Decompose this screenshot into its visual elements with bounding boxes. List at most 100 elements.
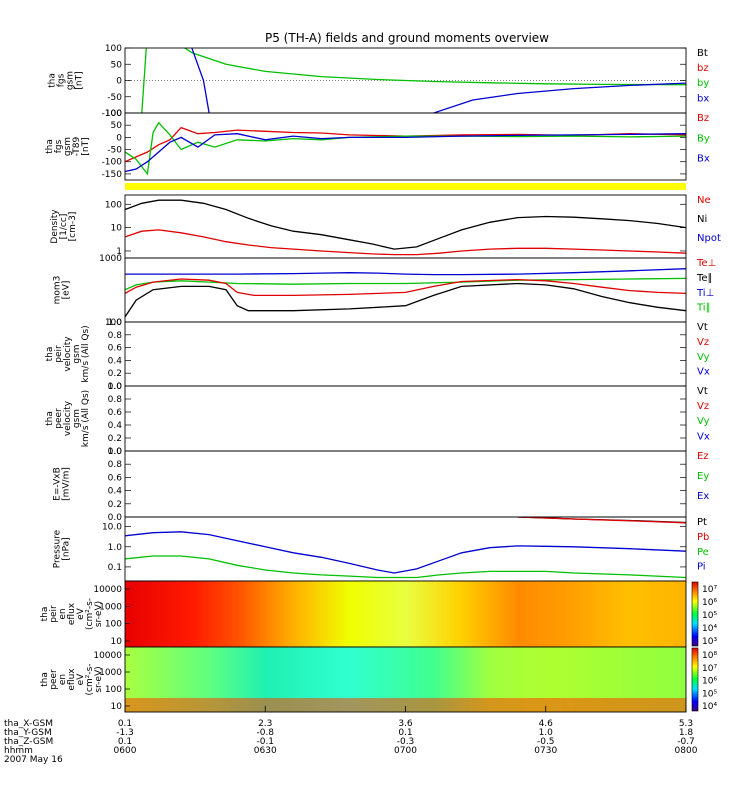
x-tick-label: 1.8 xyxy=(679,728,694,738)
y-tick-label: 10.0 xyxy=(102,523,122,533)
legend-item: Vz xyxy=(697,337,709,348)
y-tick-label: 1.0 xyxy=(108,543,123,553)
y-axis-label: mom3 xyxy=(53,276,63,305)
legend-item: Ti⊥ xyxy=(696,288,714,299)
y-axis-label: eflux xyxy=(67,668,77,691)
x-tick-label: -0.7 xyxy=(677,737,695,747)
y-axis-label: [nPa] xyxy=(62,537,72,560)
y-axis-label: en xyxy=(58,608,68,619)
colorbar-tick: 10⁵ xyxy=(702,689,717,699)
colorbar-tick: 10³ xyxy=(702,637,717,647)
y-axis-label: E=-VxB xyxy=(53,467,63,501)
x-tick-label: 5.3 xyxy=(679,719,693,729)
panel-3: 100 10 1 Density [1/cc] [cm-3] Ne Ni Npot xyxy=(50,194,721,259)
y-tick-label: 10000 xyxy=(93,585,122,595)
legend-item: bx xyxy=(697,93,709,104)
y-axis-label: tha xyxy=(48,73,58,88)
y-axis-label: (cm²-s- xyxy=(85,663,95,695)
legend-item: Pe xyxy=(697,547,709,558)
panel-frame xyxy=(124,450,687,518)
time-axis-row-label: 2007 May 16 xyxy=(4,755,63,765)
series-Ne xyxy=(125,229,686,256)
colorbar-tick: 10⁴ xyxy=(702,702,717,712)
series-Te⊥ xyxy=(125,278,686,297)
time-axis-row-label: tha_Z-GSM xyxy=(4,737,53,747)
x-tick-label: -0.5 xyxy=(537,737,555,747)
y-tick-label: 1000 xyxy=(99,668,122,678)
panel-frame xyxy=(124,112,687,181)
time-axis-row-label: hhmm xyxy=(4,746,33,756)
y-axis-label: peir xyxy=(49,605,59,623)
panel-9: 10⁷ 10⁶ 10⁵ 10⁴ 10³ 10000 1000 100 10 tha peir en ef… xyxy=(40,580,717,648)
series-group xyxy=(141,48,686,113)
y-axis-label: tha xyxy=(45,347,55,362)
y-tick-label: 100 xyxy=(105,109,122,119)
y-tick-label: 1.0 xyxy=(108,447,123,457)
y-tick-label: 10 xyxy=(111,224,123,234)
y-tick-label: 0.8 xyxy=(108,395,123,405)
panel-4: 1000 100 mom3 [eV] Te⊥ Te∥ Ti⊥ Ti∥ xyxy=(53,254,717,328)
y-tick-label: 0.1 xyxy=(108,563,122,573)
y-tick-label: 100 xyxy=(105,200,122,210)
series-group xyxy=(125,121,686,176)
y-axis-label: Density xyxy=(50,209,60,244)
y-axis-label: [1/cc] xyxy=(59,214,69,240)
y-tick-label: 10000 xyxy=(93,651,122,661)
series-By xyxy=(125,121,686,176)
x-tick-label: 0.1 xyxy=(398,728,412,738)
figure-title: P5 (TH-A) fields and ground moments over… xyxy=(265,31,549,45)
y-axis-label: gsm xyxy=(72,344,82,363)
y-tick-label: 100 xyxy=(105,44,122,54)
time-axis: 0.1-1.30.106002.3-0.8-0.106303.60.1-0.30… xyxy=(4,706,698,765)
legend-item: by xyxy=(697,78,709,89)
panel-6: 1.0 0.8 0.6 0.4 0.2 0.0 tha peer velocity gsm km/s… xyxy=(45,382,710,457)
legend-item: Bz xyxy=(697,113,709,124)
legend-item: Pt xyxy=(697,517,707,528)
y-axis-label: gsm xyxy=(63,137,73,156)
y-axis-label: en xyxy=(58,674,68,685)
colorbar-tick: 10⁸ xyxy=(702,651,717,661)
legend-item: Pi xyxy=(697,562,706,573)
x-tick-label: 0800 xyxy=(675,746,698,756)
panel-10: 10⁸ 10⁷ 10⁶ 10⁵ 10⁴ 10000 1000 100 10 tha peer en ef… xyxy=(40,646,717,713)
y-tick-label: -50 xyxy=(107,93,122,103)
y-tick-label: -100 xyxy=(102,158,123,168)
y-axis-label: km/s (All Qs) xyxy=(81,390,91,447)
series-Ni xyxy=(125,199,686,250)
x-tick-label: -0.8 xyxy=(256,728,274,738)
y-axis-label: eV xyxy=(76,673,86,686)
series-by xyxy=(141,48,686,113)
series-Te∥ xyxy=(125,282,686,318)
colorbar-tick: 10⁷ xyxy=(702,664,717,674)
x-tick-label: 0730 xyxy=(534,746,557,756)
colorbar xyxy=(691,581,699,647)
y-axis-label: tha xyxy=(45,139,55,154)
x-tick-label: 1.0 xyxy=(539,728,554,738)
series-Bz xyxy=(125,126,686,163)
y-axis-label: gsm xyxy=(72,409,82,428)
status-bar xyxy=(125,183,686,190)
colorbar-tick: 10⁴ xyxy=(702,624,717,634)
legend-item: Te∥ xyxy=(696,273,713,284)
y-tick-label: 10 xyxy=(111,637,123,647)
x-tick-label: -1.3 xyxy=(116,728,134,738)
y-axis-label: tha xyxy=(40,607,50,622)
legend-item: Ti∥ xyxy=(696,303,711,314)
y-tick-label: 10 xyxy=(111,702,123,712)
y-tick-label: -100 xyxy=(102,109,123,119)
legend-item: Vy xyxy=(697,416,710,427)
y-tick-label: 0.6 xyxy=(108,473,123,483)
y-tick-label: 0.2 xyxy=(108,500,122,510)
panel-frame xyxy=(124,257,687,323)
y-tick-label: 1.0 xyxy=(108,318,123,328)
legend-item: bz xyxy=(697,63,709,74)
y-tick-label: -50 xyxy=(107,146,122,156)
legend-item: Ey xyxy=(697,471,709,482)
y-tick-label: 0.2 xyxy=(108,369,122,379)
y-tick-label: -150 xyxy=(102,170,123,180)
x-tick-label: 0600 xyxy=(114,746,137,756)
legend-item: Ne xyxy=(697,195,711,206)
y-tick-label: 1000 xyxy=(99,254,122,264)
y-axis-label: tha xyxy=(40,672,50,687)
